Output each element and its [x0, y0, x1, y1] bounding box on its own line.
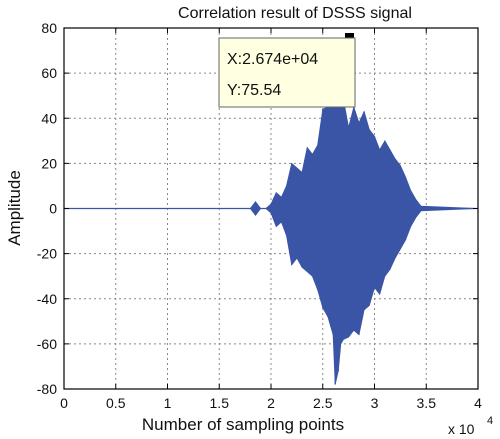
y-tick-label: -40 — [37, 291, 57, 307]
x-tick-label: 2 — [267, 395, 275, 411]
datatip[interactable]: X:2.674e+04 Y:75.54 — [218, 33, 356, 108]
x-tick-label: 3.5 — [417, 395, 437, 411]
datatip-x-text: X:2.674e+04 — [227, 51, 318, 68]
x-tick-label: 3 — [371, 395, 379, 411]
x-axis-label: Number of sampling points — [142, 415, 344, 434]
y-axis-label: Amplitude — [5, 170, 24, 246]
x-tick-label: 0 — [60, 395, 68, 411]
chart-title: Correlation result of DSSS signal — [178, 5, 412, 22]
y-tick-label: -60 — [37, 336, 57, 352]
x-tick-label: 1 — [164, 395, 172, 411]
tick-labels: 0 0.5 1 1.5 2 2.5 3 3.5 4 80 60 40 20 0 -20 -40 -60 -80 — [37, 20, 482, 411]
y-tick-label: 0 — [49, 201, 57, 217]
x-tick-label: 0.5 — [106, 395, 126, 411]
y-tick-label: 80 — [41, 20, 57, 36]
y-tick-label: -20 — [37, 246, 57, 262]
x-tick-label: 2.5 — [313, 395, 333, 411]
y-tick-label: 40 — [41, 110, 57, 126]
y-tick-label: 60 — [41, 65, 57, 81]
x-multiplier: x 10 4 — [448, 415, 493, 437]
y-tick-label: 20 — [41, 155, 57, 171]
datatip-box — [218, 37, 356, 108]
x-multiplier-base: x 10 — [448, 421, 475, 437]
ticks — [63, 27, 479, 390]
x-tick-label: 1.5 — [210, 395, 230, 411]
x-multiplier-exponent: 4 — [487, 415, 493, 427]
datatip-y-text: Y:75.54 — [227, 82, 281, 99]
y-tick-label: -80 — [37, 381, 57, 397]
x-tick-label: 4 — [474, 395, 482, 411]
